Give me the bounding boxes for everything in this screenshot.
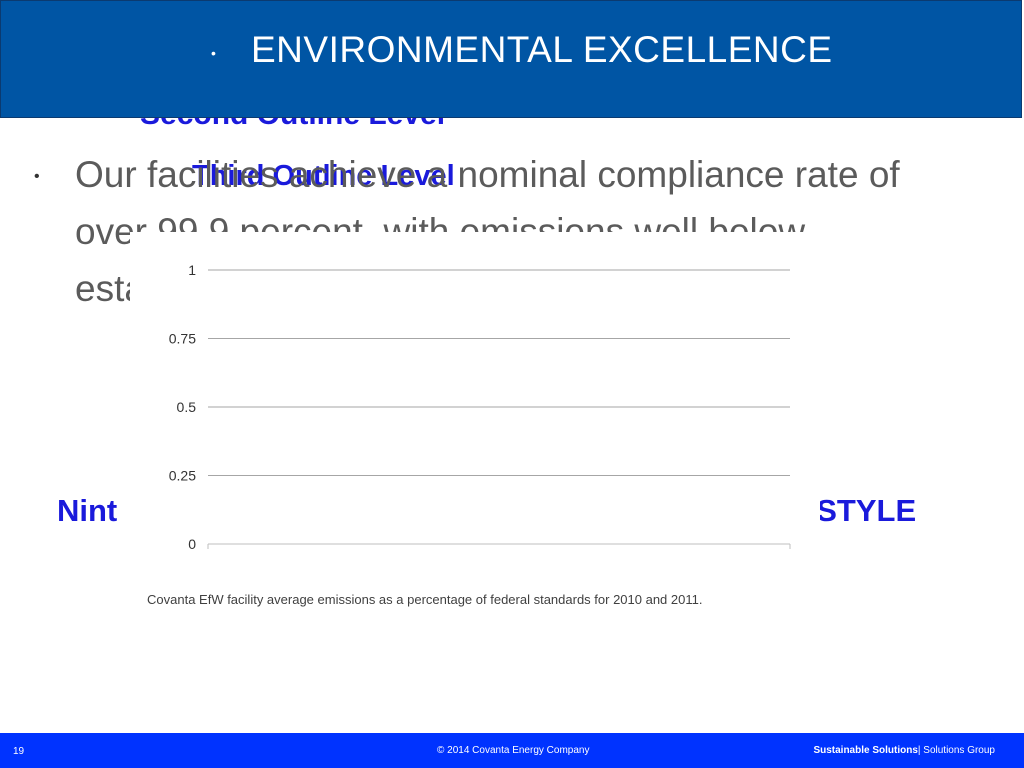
y-tick-label: 1	[188, 262, 196, 278]
chart-x-axis	[207, 543, 791, 549]
brand-bold: Sustainable Solutions	[813, 745, 918, 756]
y-tick-label: 0	[188, 536, 196, 552]
chart-y-ticks: 0 0.25 0.5 0.75 1	[169, 262, 196, 552]
y-tick-label: 0.5	[177, 399, 197, 415]
footer-bar: 19 © 2014 Covanta Energy Company Sustain…	[0, 733, 1024, 768]
y-tick-label: 0.25	[169, 468, 196, 484]
third-outline-level: Third Outline Level	[192, 160, 455, 192]
title-bar: • ENVIRONMENTAL EXCELLENCE	[0, 0, 1022, 118]
title-bullet: •	[211, 45, 216, 61]
emissions-chart: 0 0.25 0.5 0.75 1	[169, 262, 791, 552]
brand-text: Sustainable Solutions| Solutions Group	[813, 745, 995, 756]
y-tick-label: 0.75	[169, 331, 196, 347]
body-bullet: •	[34, 168, 40, 185]
brand-rest: | Solutions Group	[917, 745, 995, 756]
slide-title: ENVIRONMENTAL EXCELLENCE	[251, 29, 833, 70]
ninth-level-fragment: Nint	[57, 493, 118, 528]
chart-background	[130, 232, 820, 572]
chart-gridlines	[208, 269, 790, 476]
slide-number: 19	[13, 746, 25, 757]
copyright-text: © 2014 Covanta Energy Company	[437, 745, 590, 756]
chart-caption: Covanta EfW facility average emissions a…	[147, 592, 703, 607]
